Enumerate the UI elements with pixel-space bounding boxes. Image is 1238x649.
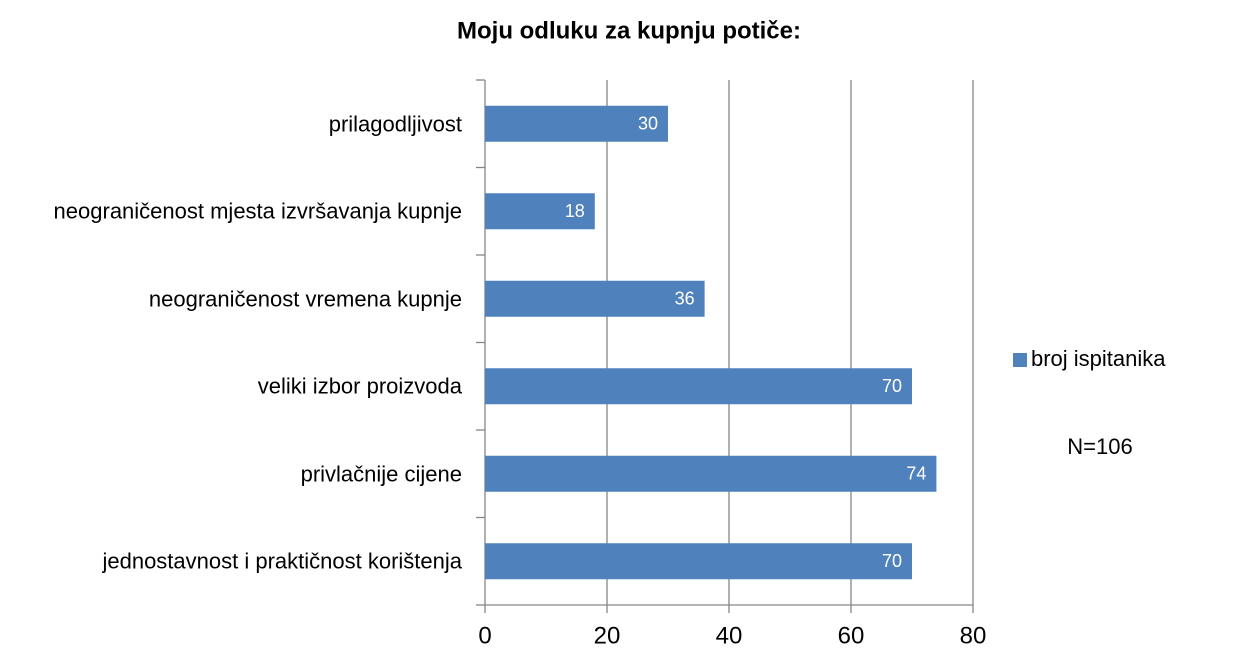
legend-swatch xyxy=(1013,353,1027,367)
y-tick-label: neograničenost mjesta izvršavanja kupnje xyxy=(53,198,462,224)
data-label: 74 xyxy=(906,464,926,484)
bar xyxy=(485,368,912,405)
bar xyxy=(485,280,705,317)
data-label: 70 xyxy=(882,551,902,571)
x-tick-label: 60 xyxy=(838,622,865,649)
x-tick-label: 80 xyxy=(960,622,987,649)
bar xyxy=(485,455,937,492)
data-label: 30 xyxy=(638,114,658,134)
bar xyxy=(485,543,912,580)
bar xyxy=(485,193,595,230)
data-label: 36 xyxy=(675,289,695,309)
x-tick-label: 0 xyxy=(478,622,491,649)
y-tick-label: prilagodljivost xyxy=(328,111,462,137)
data-label: 18 xyxy=(565,201,585,221)
chart-title: Moju odluku za kupnju potiče: xyxy=(457,17,801,44)
x-tick-label: 40 xyxy=(716,622,743,649)
y-tick-label: jednostavnost i praktičnost korištenja xyxy=(102,548,462,574)
bar xyxy=(485,105,668,142)
y-tick-label: neograničenost vremena kupnje xyxy=(148,286,462,312)
legend-label: broj ispitanika xyxy=(1031,346,1166,371)
data-label: 70 xyxy=(882,376,902,396)
annotation: N=106 xyxy=(1067,434,1132,459)
y-tick-label: privlačnije cijene xyxy=(300,461,462,487)
x-tick-label: 20 xyxy=(594,622,621,649)
y-tick-label: veliki izbor proizvoda xyxy=(257,373,462,399)
